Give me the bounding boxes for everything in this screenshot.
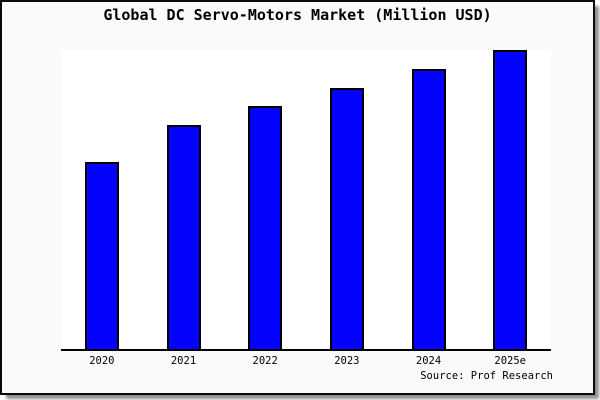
source-note: Source: Prof Research bbox=[420, 370, 553, 382]
bar-slot-2024 bbox=[388, 50, 470, 349]
chart-card: Global DC Servo-Motors Market (Million U… bbox=[0, 0, 595, 395]
x-axis-label-2023: 2023 bbox=[334, 355, 360, 367]
bar-2021 bbox=[166, 125, 201, 349]
bar-slot-2023 bbox=[306, 50, 388, 349]
x-axis-labels: 2020 2021 2022 2023 2024 2025e bbox=[61, 355, 551, 368]
x-axis-label-2025e: 2025e bbox=[494, 355, 526, 367]
x-axis-label-2021: 2021 bbox=[170, 355, 197, 367]
bar-2022 bbox=[248, 105, 283, 349]
bar-2024 bbox=[411, 69, 446, 349]
bar-slot-2021 bbox=[143, 50, 225, 349]
bars-container bbox=[61, 50, 551, 349]
bar-slot-2020 bbox=[61, 50, 143, 349]
bar-2020 bbox=[84, 162, 119, 349]
x-axis-label-2022: 2022 bbox=[252, 355, 278, 367]
bar-2023 bbox=[329, 87, 364, 349]
x-axis-label-2020: 2020 bbox=[89, 355, 115, 367]
bar-2025e bbox=[493, 50, 528, 349]
chart-title: Global DC Servo-Motors Market (Million U… bbox=[103, 6, 492, 24]
bar-slot-2022 bbox=[224, 50, 306, 349]
x-axis-label-2024: 2024 bbox=[415, 355, 442, 367]
plot-area bbox=[61, 50, 551, 351]
bar-slot-2025e bbox=[469, 50, 551, 349]
